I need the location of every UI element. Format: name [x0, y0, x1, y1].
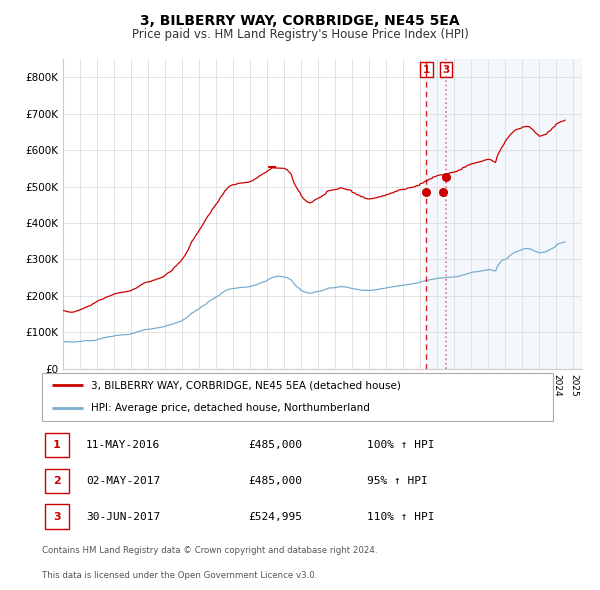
Text: 3, BILBERRY WAY, CORBRIDGE, NE45 5EA: 3, BILBERRY WAY, CORBRIDGE, NE45 5EA	[140, 14, 460, 28]
Text: 3: 3	[442, 65, 449, 75]
Text: Contains HM Land Registry data © Crown copyright and database right 2024.: Contains HM Land Registry data © Crown c…	[42, 546, 377, 556]
Text: 2: 2	[53, 476, 61, 486]
Text: £524,995: £524,995	[248, 512, 302, 522]
FancyBboxPatch shape	[44, 468, 70, 493]
Text: 11-MAY-2016: 11-MAY-2016	[86, 440, 160, 450]
Text: 1: 1	[53, 440, 61, 450]
Bar	[427, 59, 582, 369]
Text: Price paid vs. HM Land Registry's House Price Index (HPI): Price paid vs. HM Land Registry's House …	[131, 28, 469, 41]
Text: 1: 1	[423, 65, 430, 75]
FancyBboxPatch shape	[42, 373, 553, 421]
Text: This data is licensed under the Open Government Licence v3.0.: This data is licensed under the Open Gov…	[42, 571, 317, 580]
Text: 100% ↑ HPI: 100% ↑ HPI	[367, 440, 434, 450]
Text: £485,000: £485,000	[248, 476, 302, 486]
Text: HPI: Average price, detached house, Northumberland: HPI: Average price, detached house, Nort…	[91, 404, 370, 414]
FancyBboxPatch shape	[44, 504, 70, 529]
FancyBboxPatch shape	[44, 432, 70, 457]
Text: £485,000: £485,000	[248, 440, 302, 450]
Text: 95% ↑ HPI: 95% ↑ HPI	[367, 476, 428, 486]
Text: 3, BILBERRY WAY, CORBRIDGE, NE45 5EA (detached house): 3, BILBERRY WAY, CORBRIDGE, NE45 5EA (de…	[91, 380, 401, 390]
Text: 30-JUN-2017: 30-JUN-2017	[86, 512, 160, 522]
Text: 110% ↑ HPI: 110% ↑ HPI	[367, 512, 434, 522]
Text: 3: 3	[53, 512, 61, 522]
Text: 02-MAY-2017: 02-MAY-2017	[86, 476, 160, 486]
